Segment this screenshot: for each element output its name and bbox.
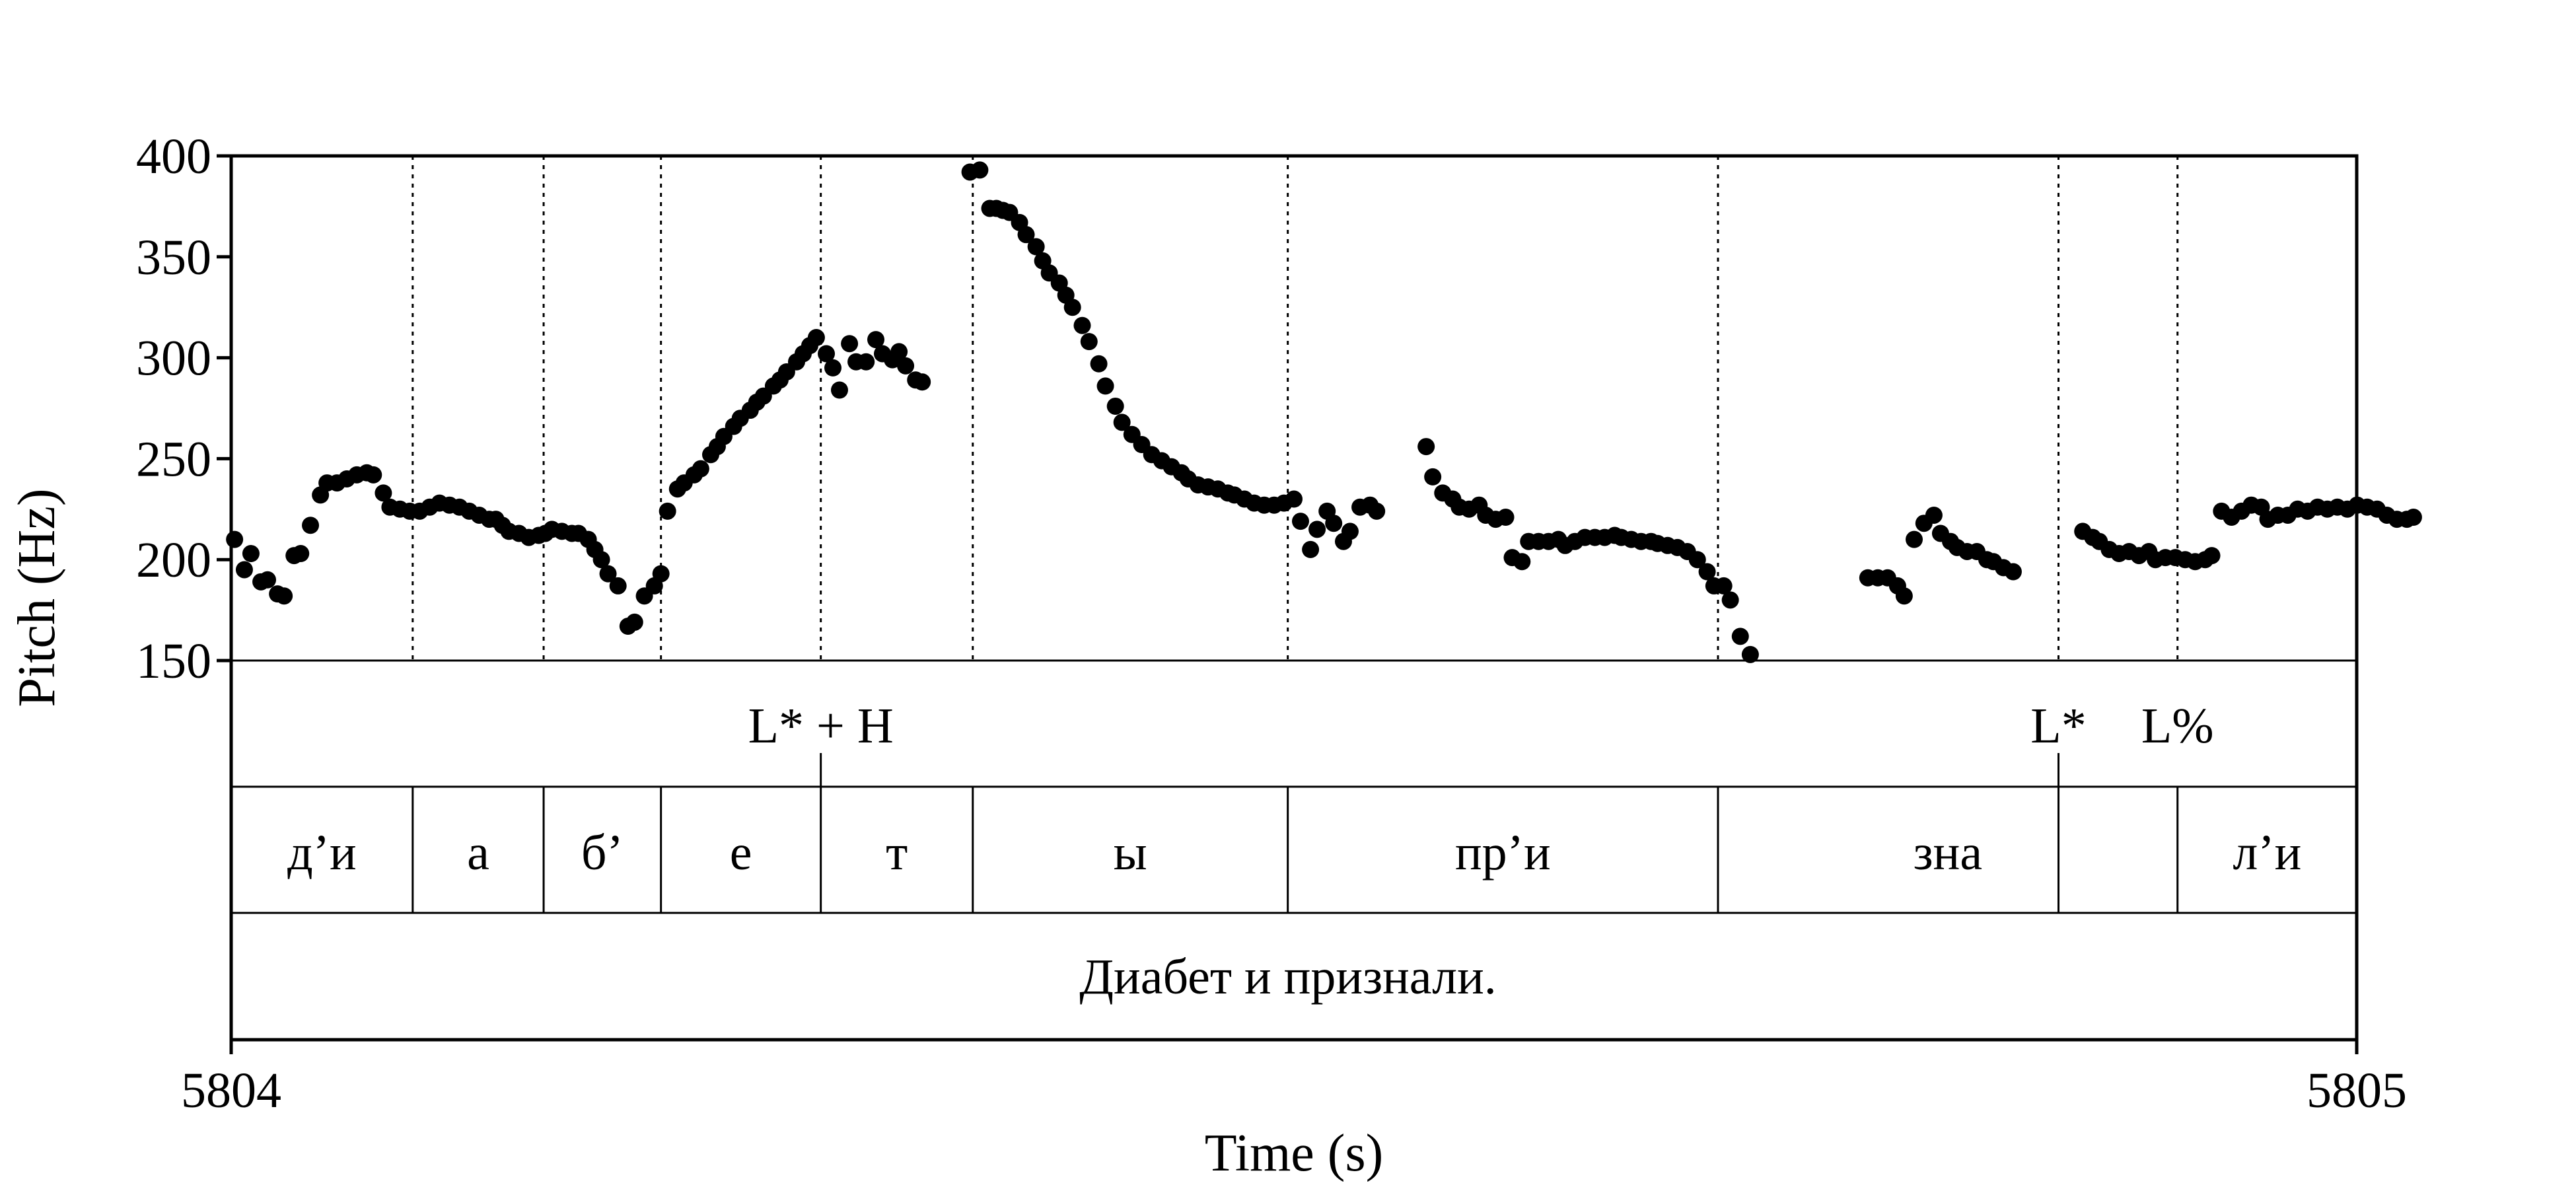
pitch-point [2203,547,2221,564]
segment-tier-labels: д’и а б’ е т ы пр’и зна л’и [287,825,2301,881]
x-tick-label: 5804 [181,1063,281,1118]
pitch-point [1285,491,1303,508]
pitch-point [897,357,914,375]
pitch-point [292,545,309,562]
tone-label: L* + H [748,698,894,754]
pitch-plot-frame [231,156,2357,1040]
pitch-point [1342,522,1359,540]
segment-label: е [730,825,752,881]
pitch-point [1497,509,1515,526]
pitch-point [841,335,858,352]
y-tick-label: 300 [136,331,211,386]
pitch-point [2405,509,2422,526]
pitch-point [1513,553,1530,570]
pitch-point [1896,587,1913,604]
pitch-point [692,460,709,478]
pitch-point [1417,438,1435,455]
segment-label: ы [1114,825,1147,881]
y-tick-label: 250 [136,431,211,487]
pitch-point [1906,531,1923,548]
y-tick-label: 350 [136,230,211,285]
pitch-point [1302,541,1319,558]
pitch-point [1368,503,1385,520]
pitch-point [808,329,825,346]
tone-label: L% [2141,698,2214,754]
pitch-point [302,517,319,534]
segment-label: зна [1914,825,1982,881]
pitch-point [1107,398,1124,415]
x-tick-label: 5805 [2307,1063,2407,1118]
segment-label: пр’и [1455,825,1551,881]
pitch-point [1722,591,1739,608]
pitch-point [913,373,931,390]
pitch-point [2005,563,2022,581]
y-tick-label: 400 [136,129,211,184]
pitch-point [1091,355,1108,373]
tone-marker-lines [821,753,2059,787]
segment-label: д’и [287,825,357,881]
segment-label: а [467,825,489,881]
pitch-point [1732,628,1749,645]
pitch-point [242,545,260,562]
pitch-point [824,359,841,377]
pitch-point [831,381,848,398]
pitch-point [1424,468,1441,486]
tone-tier-labels: L* + H L* L% [748,698,2214,754]
pitch-point [857,353,875,371]
x-axis-ticks: 5804 5805 [181,1040,2407,1118]
y-tick-label: 150 [136,633,211,689]
pitch-point [1308,521,1326,538]
pitch-point [610,577,627,594]
pitch-point [275,587,293,604]
pitch-point [626,614,643,631]
y-tick-label: 200 [136,532,211,588]
y-axis-title: Pitch (Hz) [8,488,66,707]
pitch-point [236,561,253,578]
pitch-point [226,531,243,548]
pitch-points [226,161,2422,663]
pitch-point [1064,299,1081,316]
pitch-point [365,466,382,484]
pitch-point [1073,317,1091,334]
segment-label: т [886,825,908,881]
pitch-point [971,161,988,178]
pitch-point [1081,333,1098,350]
segment-label: л’и [2233,825,2301,881]
pitch-point [653,565,670,583]
pitch-point [1325,515,1342,532]
sentence-label: Диабет и признали. [1079,949,1497,1005]
pitch-point [259,571,276,589]
segment-label: б’ [581,825,624,881]
tone-label: L* [2030,698,2086,754]
pitch-point [659,503,676,520]
pitch-point [1097,377,1114,394]
pitch-point [1925,507,1943,524]
x-axis-title: Time (s) [1205,1124,1383,1182]
y-axis-ticks: 400 350 300 250 200 150 [136,129,231,689]
pitch-point [1292,513,1309,530]
